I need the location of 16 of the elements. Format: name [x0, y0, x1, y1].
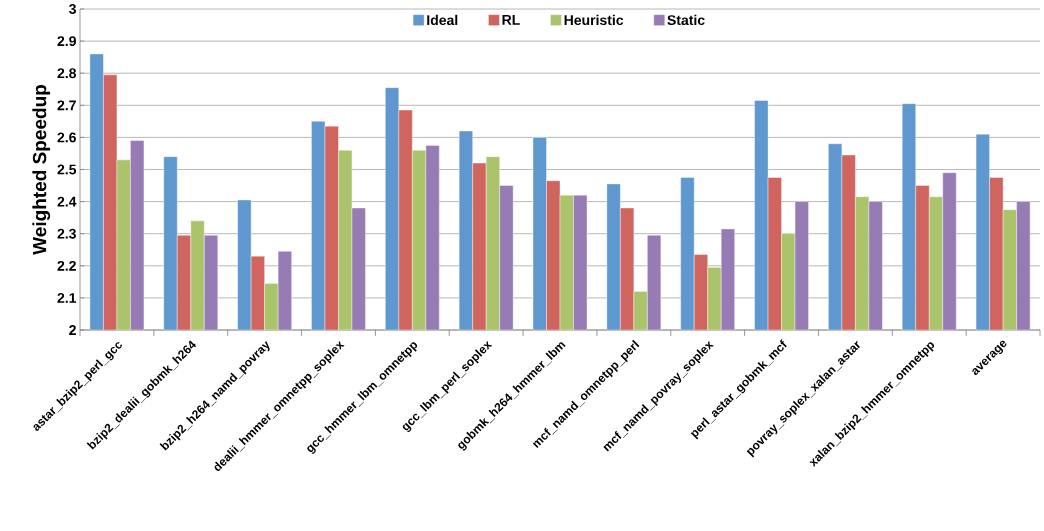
y-tick-label: 2.5	[57, 164, 77, 175]
legend-label: Static	[667, 14, 705, 26]
y-tick-label: 2.6	[57, 132, 76, 143]
y-tick-label: 2.2	[57, 260, 76, 271]
y-tick-label: 2.3	[57, 228, 76, 239]
y-tick-label: 2	[69, 325, 76, 335]
legend-label: Ideal	[427, 14, 458, 26]
y-tick-label: 2.7	[57, 100, 76, 111]
y-tick-label: 2.9	[57, 36, 76, 47]
y-tick-label: 2.8	[57, 68, 77, 79]
y-tick-label: 2.4	[57, 196, 77, 207]
legend-label: RL	[502, 15, 520, 25]
y-axis-title: Weighted Speedup	[32, 84, 51, 255]
y-tick-label: 2.1	[57, 293, 77, 303]
y-tick-label: 3	[69, 4, 76, 14]
legend-label: Heuristic	[564, 14, 624, 26]
